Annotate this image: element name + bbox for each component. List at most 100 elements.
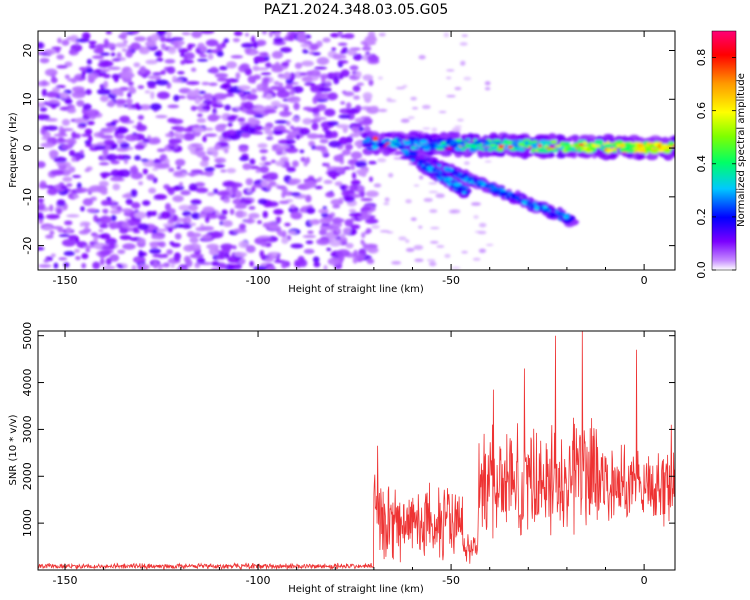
- noise-blob: [99, 95, 109, 102]
- signal-core: [547, 148, 555, 151]
- signal-core: [513, 196, 521, 200]
- noise-blob: [68, 49, 76, 55]
- noise-blob: [176, 126, 185, 133]
- colorbar-label: Normalized spectral amplitude: [736, 73, 747, 227]
- noise-blob: [218, 138, 232, 142]
- noise-blob: [393, 157, 403, 160]
- noise-blob: [312, 51, 321, 56]
- signal-core: [582, 141, 587, 146]
- noise-blob: [202, 93, 214, 101]
- noise-blob: [51, 46, 62, 50]
- y-tick-label: 5000: [21, 322, 34, 350]
- noise-blob: [330, 199, 344, 206]
- noise-blob: [426, 259, 436, 262]
- noise-blob: [155, 57, 164, 62]
- noise-blob: [55, 85, 66, 89]
- signal-core: [440, 172, 448, 178]
- signal-halo: [548, 151, 555, 156]
- noise-blob: [153, 158, 162, 164]
- noise-blob: [245, 178, 254, 186]
- signal-core: [396, 137, 402, 142]
- noise-blob: [327, 92, 338, 101]
- x-tick-label: -50: [442, 574, 460, 587]
- noise-blob: [102, 73, 111, 79]
- noise-blob: [105, 144, 111, 151]
- noise-blob: [120, 32, 128, 40]
- signal-halo: [567, 135, 578, 141]
- noise-blob: [349, 212, 362, 218]
- noise-blob: [262, 77, 270, 83]
- noise-blob: [361, 232, 366, 239]
- colorbar-tick-label: 0.2: [695, 208, 708, 226]
- noise-blob: [249, 260, 254, 267]
- noise-blob: [443, 32, 450, 38]
- noise-blob: [137, 223, 149, 231]
- noise-blob: [150, 91, 155, 100]
- signal-halo: [477, 150, 489, 157]
- x-tick-label: -50: [442, 274, 460, 287]
- signal-halo: [635, 153, 643, 161]
- noise-blob: [336, 228, 342, 234]
- noise-blob: [181, 223, 192, 229]
- noise-blob: [123, 39, 128, 44]
- noise-blob: [240, 63, 250, 70]
- noise-blob: [173, 94, 180, 102]
- noise-blob: [199, 54, 208, 58]
- noise-blob: [303, 180, 317, 189]
- noise-blob: [182, 210, 192, 217]
- signal-halo: [394, 150, 402, 155]
- noise-blob: [130, 172, 144, 180]
- noise-blob: [245, 93, 258, 101]
- noise-blob: [253, 265, 268, 270]
- noise-blob: [208, 247, 219, 256]
- noise-blob: [377, 158, 387, 163]
- noise-blob: [296, 32, 307, 41]
- noise-blob: [173, 40, 179, 49]
- noise-blob: [190, 67, 197, 72]
- noise-blob: [53, 262, 59, 269]
- noise-blob: [204, 215, 210, 224]
- noise-blob: [410, 96, 417, 101]
- noise-blob: [388, 172, 394, 178]
- signal-core: [549, 212, 556, 217]
- noise-blob: [289, 72, 296, 81]
- noise-blob: [395, 86, 406, 90]
- noise-blob: [105, 31, 112, 35]
- noise-blob: [316, 57, 330, 65]
- noise-blob: [306, 207, 316, 214]
- noise-blob: [260, 238, 274, 242]
- noise-blob: [52, 87, 61, 93]
- noise-blob: [342, 227, 353, 235]
- noise-blob: [116, 104, 124, 108]
- signal-core: [621, 147, 626, 150]
- noise-blob: [124, 134, 138, 142]
- noise-blob: [232, 38, 240, 43]
- noise-blob: [253, 41, 258, 49]
- noise-blob: [226, 129, 237, 137]
- signal-core: [435, 176, 442, 179]
- noise-blob: [283, 71, 291, 80]
- noise-blob: [302, 118, 313, 125]
- x-tick-label: 0: [641, 274, 648, 287]
- noise-blob: [110, 160, 120, 165]
- spectrogram-x-axis-label: Height of straight line (km): [288, 284, 424, 295]
- noise-blob: [244, 67, 253, 76]
- signal-core: [586, 147, 592, 151]
- noise-blob: [50, 253, 56, 258]
- noise-blob: [251, 186, 256, 193]
- noise-blob: [314, 66, 328, 70]
- noise-blob: [253, 114, 264, 118]
- noise-blob: [151, 236, 165, 240]
- noise-blob: [373, 183, 382, 188]
- noise-blob: [110, 214, 117, 222]
- signal-core: [497, 144, 504, 149]
- noise-blob: [267, 130, 273, 139]
- noise-blob: [446, 76, 452, 80]
- noise-blob: [260, 72, 272, 76]
- noise-blob: [275, 160, 285, 167]
- noise-blob: [353, 95, 360, 100]
- signal-core: [542, 208, 549, 213]
- noise-blob: [123, 159, 129, 165]
- noise-blob: [257, 143, 268, 149]
